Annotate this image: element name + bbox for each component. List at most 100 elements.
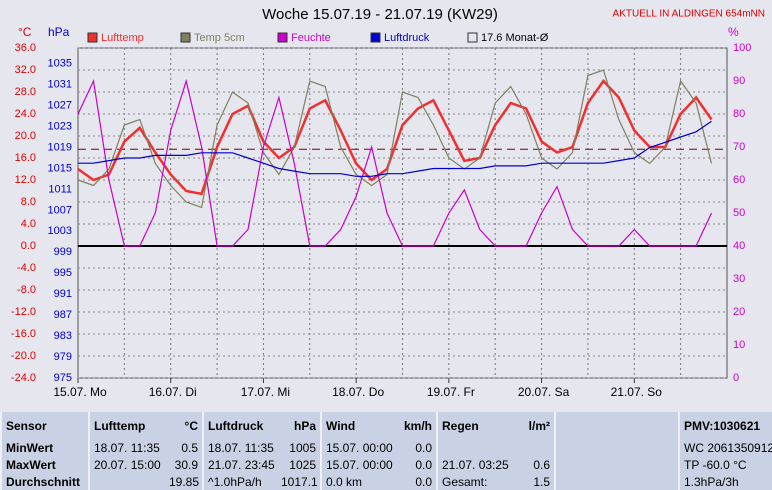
x-tick-label: 16.07. Di — [149, 385, 197, 399]
y2-tick-label: 1027 — [48, 100, 72, 112]
y2-tick-label: 1019 — [48, 141, 72, 153]
y2-tick-label: 975 — [54, 372, 72, 384]
legend-label: Luftdruck — [384, 32, 430, 44]
cell: °C — [184, 418, 198, 433]
y-tick-label: 36.0 — [15, 42, 36, 54]
cell: Wind — [320, 412, 393, 440]
chart: Woche 15.07.19 - 21.07.19 (KW29) AKTUELL… — [11, 6, 765, 399]
cell: 1017.1 — [281, 474, 318, 489]
table-row: MaxWert 20.07. 15:00 30.9 21.07. 23:45 1025 1… — [0, 456, 772, 474]
cell: ^1.0hPa/h — [202, 473, 277, 490]
cell: hPa — [293, 418, 316, 433]
cell: 30.9 — [174, 457, 198, 472]
y3-tick-label: 90 — [733, 75, 745, 87]
chart-subtitle: AKTUELL IN ALDINGEN 654mNN — [613, 9, 765, 20]
cell — [554, 456, 679, 474]
y3-tick-label: 100 — [733, 42, 751, 54]
y3-tick-label: 80 — [733, 108, 745, 120]
y-tick-label: -8.0 — [17, 284, 36, 296]
y-tick-label: -12.0 — [11, 306, 36, 318]
stats-table: Sensor Lufttemp °C Luftdruck hPa Wind km… — [0, 412, 772, 490]
cell: Regen — [436, 412, 511, 440]
y-tick-label: 20.0 — [15, 130, 36, 142]
y2-tick-label: 1003 — [48, 225, 72, 237]
cell: MaxWert — [0, 456, 89, 474]
legend-swatch — [180, 32, 191, 43]
y-tick-label: 4.0 — [21, 218, 36, 230]
legend-swatch — [370, 32, 381, 43]
y3-tick-label: 30 — [733, 273, 745, 285]
legend-label: Feuchte — [291, 32, 331, 44]
cell: l/m² — [528, 418, 550, 433]
y3-tick-label: 50 — [733, 207, 745, 219]
cell: PMV:1030621 — [678, 412, 772, 440]
y2-tick-label: 1015 — [48, 162, 72, 174]
y2-tick-label: 995 — [54, 267, 72, 279]
cell: 1.3hPa/3h — [678, 473, 772, 490]
cell: Gesamt: — [436, 473, 511, 490]
cell: 0.0 — [415, 457, 432, 472]
cell: MinWert — [0, 439, 89, 457]
y-tick-label: 32.0 — [15, 64, 36, 76]
table-row: Durchschnitt 19.85 ^1.0hPa/h 1017.1 0.0 km 0.… — [0, 473, 772, 490]
legend-swatch — [467, 32, 478, 43]
series-line — [78, 120, 712, 177]
legend-label: Lufttemp — [101, 32, 144, 44]
cell: Luftdruck — [202, 412, 277, 440]
cell: 18.07. 11:35 — [88, 439, 165, 457]
y2-tick-label: 1011 — [48, 183, 72, 195]
cell: 15.07. 00:00 — [320, 456, 393, 474]
cell: 1.5 — [533, 474, 550, 489]
cell: 0.0 — [415, 474, 432, 489]
cell — [436, 439, 511, 457]
x-tick-label: 18.07. Do — [332, 385, 384, 399]
cell — [554, 439, 679, 457]
y-tick-label: 16.0 — [15, 152, 36, 164]
y3-tick-label: 0 — [733, 372, 739, 384]
y2-axis-unit: hPa — [48, 25, 70, 39]
series-line — [77, 69, 713, 209]
chart-title: Woche 15.07.19 - 21.07.19 (KW29) — [262, 6, 498, 23]
y-tick-label: 28.0 — [15, 86, 36, 98]
y3-tick-label: 70 — [733, 141, 745, 153]
cell: 20.07. 15:00 — [88, 456, 165, 474]
x-tick-label: 19.07. Fr — [427, 385, 475, 399]
y2-tick-label: 987 — [54, 309, 72, 321]
y3-tick-label: 20 — [733, 306, 745, 318]
y3-axis-unit: % — [728, 25, 739, 39]
y-tick-label: 8.0 — [21, 196, 36, 208]
cell: 0.6 — [533, 457, 550, 472]
cell — [88, 473, 165, 490]
cell — [511, 439, 555, 456]
y3-tick-label: 10 — [733, 339, 745, 351]
cell: Sensor — [0, 412, 89, 440]
legend-label: Temp 5cm — [194, 32, 245, 44]
series-line — [77, 78, 713, 247]
cell: 15.07. 00:00 — [320, 439, 393, 457]
legend-swatch — [87, 32, 98, 43]
legend-swatch — [277, 32, 288, 43]
y2-tick-label: 1031 — [48, 79, 72, 91]
x-tick-label: 17.07. Mi — [241, 385, 290, 399]
cell: WC 2061350912 — [678, 439, 772, 457]
cell: 0.5 — [181, 440, 198, 455]
cell: Durchschnitt — [0, 473, 89, 490]
cell — [554, 473, 679, 490]
y-tick-label: -16.0 — [11, 328, 36, 340]
y2-tick-label: 983 — [54, 330, 72, 342]
cell: 18.07. 11:35 — [202, 439, 277, 457]
y2-tick-label: 1035 — [48, 58, 72, 70]
cell: 1005 — [289, 440, 316, 455]
cell: 21.07. 03:25 — [436, 456, 511, 474]
table-header: Sensor Lufttemp °C Luftdruck hPa Wind km… — [0, 412, 772, 440]
legend-label: 17.6 Monat-Ø — [481, 32, 549, 44]
y2-tick-label: 1023 — [48, 120, 72, 132]
series-line — [77, 79, 713, 196]
cell: TP -60.0 °C — [678, 456, 772, 474]
cell: km/h — [403, 418, 432, 433]
y2-tick-label: 979 — [54, 351, 72, 363]
y-tick-label: 24.0 — [15, 108, 36, 120]
y-tick-label: -24.0 — [11, 372, 36, 384]
cell: 19.85 — [169, 474, 200, 489]
